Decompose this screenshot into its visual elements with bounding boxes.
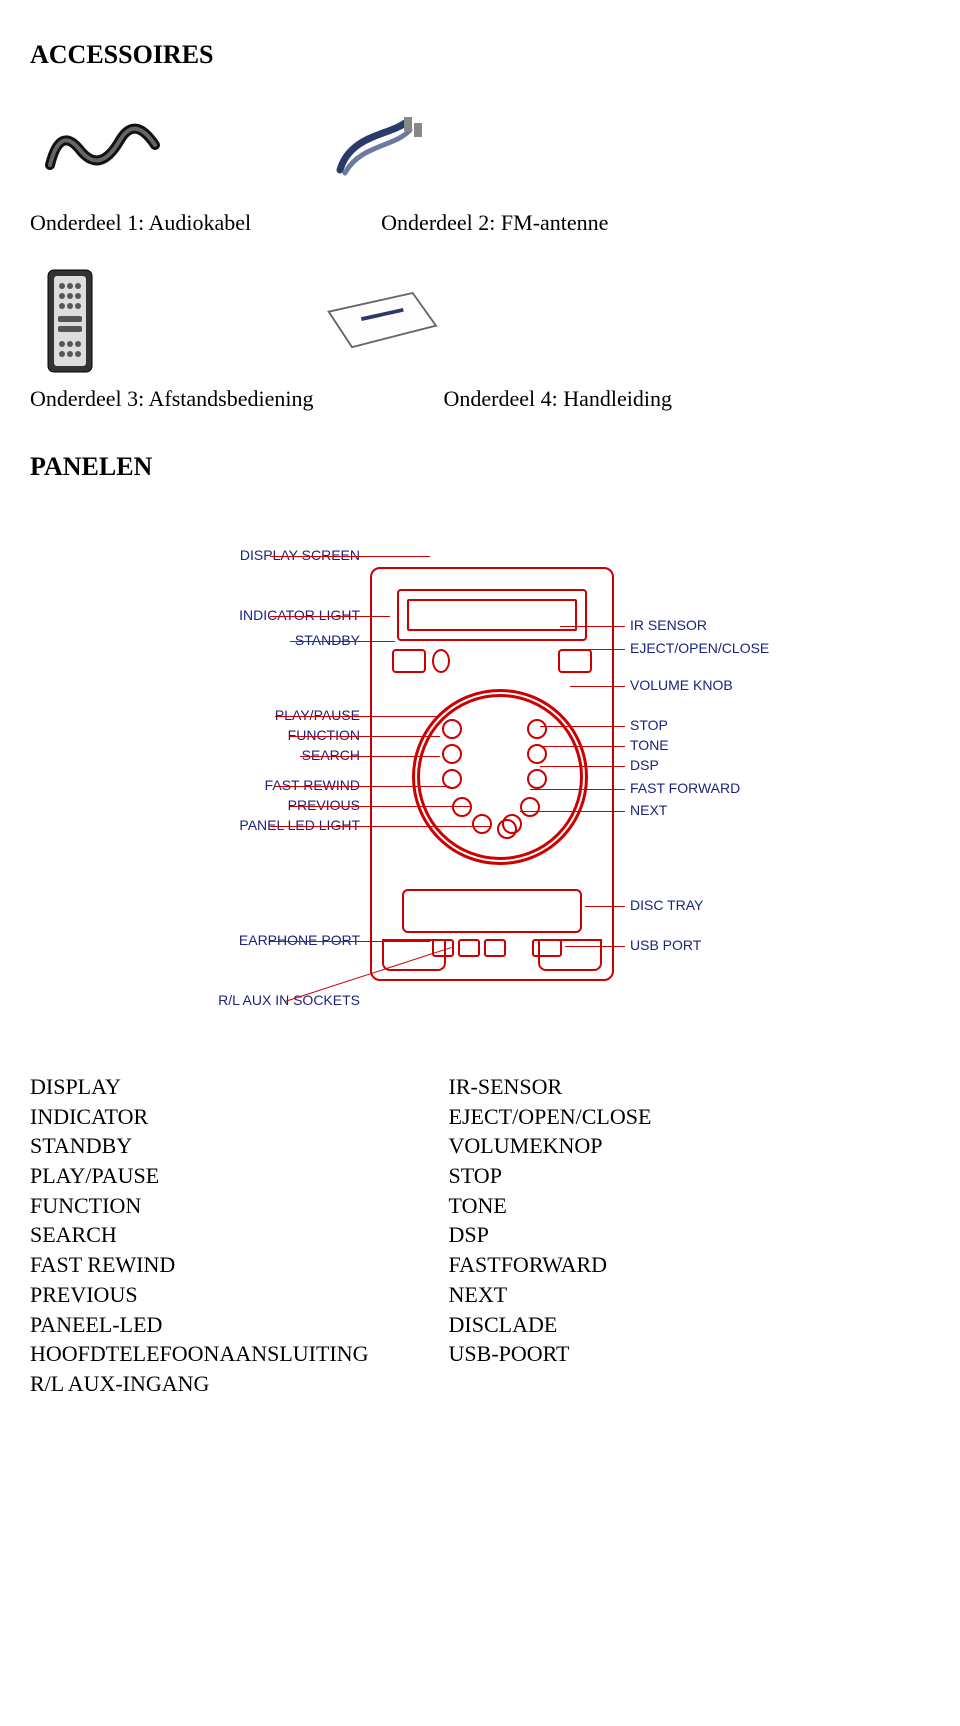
list-item: PLAY/PAUSE (30, 1161, 369, 1191)
list-item: FAST REWIND (30, 1250, 369, 1280)
accessories-heading: ACCESSOIRES (30, 40, 930, 70)
list-item: FASTFORWARD (449, 1250, 652, 1280)
list-item: NEXT (449, 1280, 652, 1310)
lbl-search: SEARCH (130, 747, 360, 763)
lbl-next: NEXT (630, 802, 667, 818)
lbl-tone: TONE (630, 737, 669, 753)
accessory-row-1 (30, 100, 930, 190)
remote-control-icon (30, 276, 110, 366)
accessory-labels-2: Onderdeel 3: Afstandsbediening Onderdeel… (30, 386, 930, 412)
panel-list-right: IR-SENSOR EJECT/OPEN/CLOSE VOLUMEKNOP ST… (449, 1072, 652, 1399)
list-item: PREVIOUS (30, 1280, 369, 1310)
list-item: HOOFDTELEFOONAANSLUITING (30, 1339, 369, 1369)
panel-list-left: DISPLAY INDICATOR STANDBY PLAY/PAUSE FUN… (30, 1072, 369, 1399)
list-item: EJECT/OPEN/CLOSE (449, 1102, 652, 1132)
lbl-earphone-port: EARPHONE PORT (130, 932, 360, 948)
list-item: IR-SENSOR (449, 1072, 652, 1102)
lbl-rl-aux: R/L AUX IN SOCKETS (130, 992, 360, 1008)
list-item: R/L AUX-INGANG (30, 1369, 369, 1399)
list-item: STANDBY (30, 1131, 369, 1161)
lbl-dsp: DSP (630, 757, 659, 773)
list-item: DISCLADE (449, 1310, 652, 1340)
device-outline (370, 567, 614, 981)
lbl-fast-rewind: FAST REWIND (130, 777, 360, 793)
lbl-eject: EJECT/OPEN/CLOSE (630, 640, 769, 656)
accessory-label-4: Onderdeel 4: Handleiding (444, 386, 673, 412)
list-item: USB-POORT (449, 1339, 652, 1369)
lbl-previous: PREVIOUS (130, 797, 360, 813)
list-item: TONE (449, 1191, 652, 1221)
fm-antenna-icon (310, 100, 450, 190)
audio-cable-icon (30, 100, 170, 190)
list-item: VOLUMEKNOP (449, 1131, 652, 1161)
panel-term-list: DISPLAY INDICATOR STANDBY PLAY/PAUSE FUN… (30, 1072, 930, 1399)
accessory-row-2 (30, 276, 930, 366)
list-item: SEARCH (30, 1220, 369, 1250)
accessory-label-2: Onderdeel 2: FM-antenne (381, 210, 608, 236)
display-area (397, 589, 587, 641)
manual-icon (310, 276, 450, 366)
list-item: STOP (449, 1161, 652, 1191)
accessory-label-1: Onderdeel 1: Audiokabel (30, 210, 251, 236)
list-item: DSP (449, 1220, 652, 1250)
lbl-ir-sensor: IR SENSOR (630, 617, 707, 633)
accessory-label-3: Onderdeel 3: Afstandsbediening (30, 386, 314, 412)
lbl-usb-port: USB PORT (630, 937, 701, 953)
lbl-disc-tray: DISC TRAY (630, 897, 703, 913)
panels-heading: PANELEN (30, 452, 930, 482)
lbl-stop: STOP (630, 717, 668, 733)
list-item: INDICATOR (30, 1102, 369, 1132)
lbl-function: FUNCTION (130, 727, 360, 743)
lbl-play-pause: PLAY/PAUSE (130, 707, 360, 723)
list-item: DISPLAY (30, 1072, 369, 1102)
accessory-labels-1: Onderdeel 1: Audiokabel Onderdeel 2: FM-… (30, 210, 930, 236)
lbl-fast-forward: FAST FORWARD (630, 780, 740, 796)
disc-tray (402, 889, 582, 933)
panel-diagram: DISPLAY SCREEN INDICATOR LIGHT STANDBY P… (30, 512, 930, 1032)
lbl-panel-led: PANEL LED LIGHT (130, 817, 360, 833)
lbl-display-screen: DISPLAY SCREEN (130, 547, 360, 563)
lbl-volume-knob: VOLUME KNOB (630, 677, 733, 693)
list-item: PANEEL-LED (30, 1310, 369, 1340)
lbl-standby: STANDBY (130, 632, 360, 648)
lbl-indicator-light: INDICATOR LIGHT (130, 607, 360, 623)
list-item: FUNCTION (30, 1191, 369, 1221)
